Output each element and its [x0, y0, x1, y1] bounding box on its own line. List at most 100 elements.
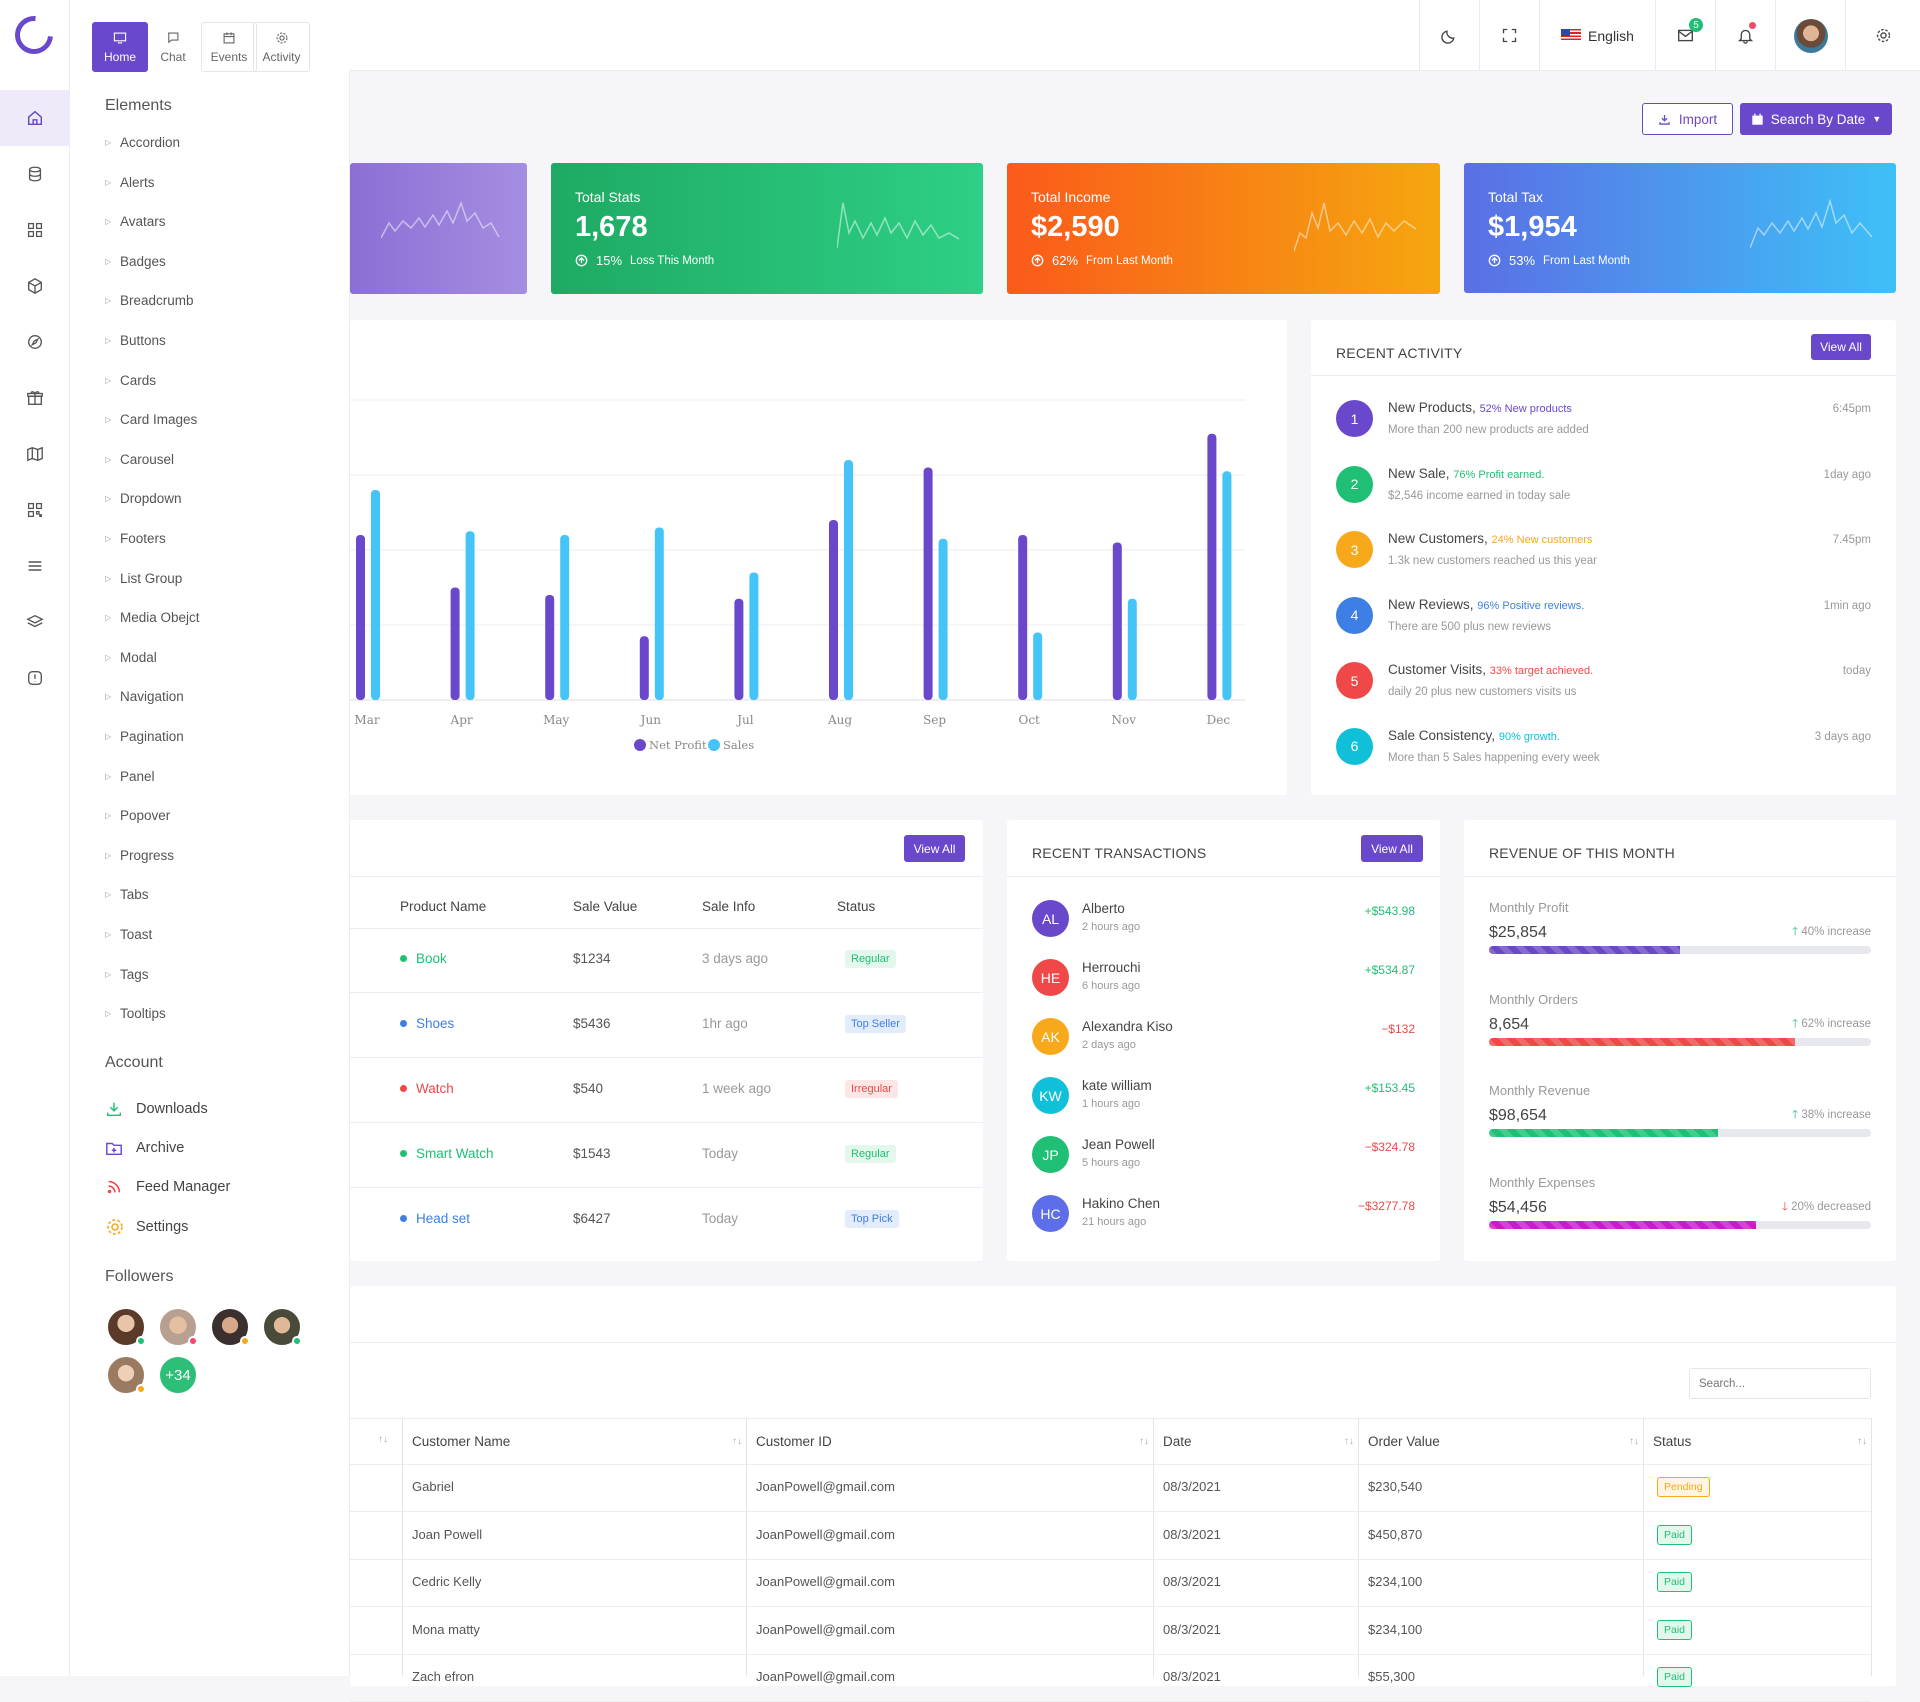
- table-row[interactable]: Joan Powell JoanPowell@gmail.com 08/3/2021…: [350, 1512, 1871, 1560]
- transaction-item[interactable]: HC Hakino Chen 21 hours ago −$3277.78: [1032, 1195, 1415, 1245]
- sidebar-item-popover[interactable]: ▷ Popover: [105, 808, 170, 823]
- sort-icon[interactable]: ↑↓: [378, 1434, 388, 1445]
- activity-item[interactable]: 3 New Customers, 24% New customers 1.3k ne…: [1336, 531, 1871, 581]
- table-row[interactable]: Cedric Kelly JoanPowell@gmail.com 08/3/202…: [350, 1559, 1871, 1607]
- gift-icon[interactable]: [0, 370, 70, 426]
- column-header[interactable]: Sale Info: [702, 899, 756, 914]
- layers-icon[interactable]: [0, 594, 70, 650]
- column-header[interactable]: Customer ID ↑↓: [756, 1418, 1149, 1464]
- alert-icon[interactable]: [0, 650, 70, 706]
- transaction-item[interactable]: KW kate william 1 hours ago +$153.45: [1032, 1077, 1415, 1127]
- sidebar-item-tags[interactable]: ▷ Tags: [105, 967, 149, 982]
- grid-icon[interactable]: [0, 202, 70, 258]
- sidebar-item-badges[interactable]: ▷ Badges: [105, 254, 166, 269]
- product-name[interactable]: Smart Watch: [400, 1146, 494, 1161]
- transaction-item[interactable]: JP Jean Powell 5 hours ago −$324.78: [1032, 1136, 1415, 1186]
- user-avatar[interactable]: [1775, 0, 1845, 71]
- sidebar-item-media-obejct[interactable]: ▷ Media Obejct: [105, 610, 200, 625]
- column-header[interactable]: Customer Name ↑↓: [412, 1418, 742, 1464]
- table-row[interactable]: Gabriel JoanPowell@gmail.com 08/3/2021 $230…: [350, 1464, 1871, 1512]
- activity-item[interactable]: 4 New Reviews, 96% Positive reviews. There…: [1336, 596, 1871, 647]
- product-name[interactable]: Book: [400, 951, 447, 966]
- table-row[interactable]: Zach efron JoanPowell@gmail.com 08/3/2021 $…: [350, 1654, 1871, 1702]
- table-row[interactable]: Head set $6427 Today Top Pick: [350, 1188, 983, 1253]
- table-row[interactable]: Shoes $5436 1hr ago Top Seller: [350, 993, 983, 1058]
- table-row[interactable]: Mona matty JoanPowell@gmail.com 08/3/2021 $…: [350, 1607, 1871, 1655]
- app-logo[interactable]: [7, 8, 61, 62]
- menu-icon[interactable]: [0, 538, 70, 594]
- sidebar-item-footers[interactable]: ▷ Footers: [105, 531, 166, 546]
- home-icon[interactable]: [0, 90, 70, 146]
- activity-item[interactable]: 1 New Products, 52% New products More than…: [1336, 400, 1871, 450]
- search-by-date-button[interactable]: Search By Date ▼: [1740, 103, 1892, 135]
- transaction-item[interactable]: AL Alberto 2 hours ago +$543.98: [1032, 900, 1415, 950]
- sidebar-item-card-images[interactable]: ▷ Card Images: [105, 412, 197, 427]
- tab-events[interactable]: Events: [201, 22, 257, 72]
- table-search-input[interactable]: [1690, 1369, 1870, 1398]
- activity-item[interactable]: 5 Customer Visits, 33% target achieved. da…: [1336, 662, 1871, 712]
- qr-icon[interactable]: [0, 482, 70, 538]
- settings-button[interactable]: [1845, 0, 1920, 71]
- dark-mode-toggle[interactable]: [1419, 0, 1479, 71]
- column-header[interactable]: Sale Value: [573, 899, 638, 914]
- product-name[interactable]: Shoes: [400, 1016, 454, 1031]
- table-row[interactable]: Book $1234 3 days ago Regular: [350, 928, 983, 993]
- database-icon[interactable]: [0, 146, 70, 202]
- tab-activity[interactable]: Activity: [253, 22, 310, 72]
- sidebar-item-accordion[interactable]: ▷ Accordion: [105, 135, 180, 150]
- sidebar-item-cards[interactable]: ▷ Cards: [105, 373, 156, 388]
- activity-item[interactable]: 6 Sale Consistency, 90% growth. More than …: [1336, 727, 1871, 778]
- view-all-button[interactable]: View All: [1361, 835, 1423, 862]
- sidebar-item-carousel[interactable]: ▷ Carousel: [105, 452, 174, 467]
- product-name[interactable]: Watch: [400, 1081, 454, 1096]
- view-all-button[interactable]: View All: [904, 835, 965, 862]
- sidebar-item-modal[interactable]: ▷ Modal: [105, 650, 157, 665]
- sidebar-item-alerts[interactable]: ▷ Alerts: [105, 175, 155, 190]
- tab-home[interactable]: Home: [92, 22, 148, 72]
- box-icon[interactable]: [0, 258, 70, 314]
- sidebar-item-dropdown[interactable]: ▷ Dropdown: [105, 491, 182, 506]
- column-header[interactable]: Product Name: [400, 899, 487, 914]
- sidebar-item-list-group[interactable]: ▷ List Group: [105, 571, 182, 586]
- product-name[interactable]: Head set: [400, 1211, 470, 1226]
- account-item-downloads[interactable]: Downloads: [105, 1100, 208, 1118]
- sidebar-item-navigation[interactable]: ▷ Navigation: [105, 689, 184, 704]
- followers-more-badge[interactable]: +34: [158, 1355, 198, 1395]
- sidebar-item-tabs[interactable]: ▷ Tabs: [105, 887, 149, 902]
- follower-avatar[interactable]: [210, 1307, 250, 1347]
- sidebar-item-progress[interactable]: ▷ Progress: [105, 848, 174, 863]
- account-item-settings[interactable]: Settings: [105, 1217, 188, 1237]
- sidebar-item-pagination[interactable]: ▷ Pagination: [105, 729, 184, 744]
- transaction-item[interactable]: AK Alexandra Kiso 2 days ago −$132: [1032, 1018, 1415, 1068]
- fullscreen-button[interactable]: [1479, 0, 1539, 71]
- map-icon[interactable]: [0, 426, 70, 482]
- transaction-item[interactable]: HE Herrouchi 6 hours ago +$534.87: [1032, 959, 1415, 1009]
- column-header[interactable]: Date ↑↓: [1163, 1418, 1354, 1464]
- mail-button[interactable]: 5: [1655, 0, 1715, 71]
- language-selector[interactable]: English: [1539, 0, 1655, 71]
- follower-avatar[interactable]: [158, 1307, 198, 1347]
- activity-item[interactable]: 2 New Sale, 76% Profit earned. $2,546 inco…: [1336, 465, 1871, 516]
- sidebar-item-avatars[interactable]: ▷ Avatars: [105, 214, 166, 229]
- import-button[interactable]: Import: [1642, 103, 1733, 135]
- sidebar-item-buttons[interactable]: ▷ Buttons: [105, 333, 166, 348]
- follower-avatar[interactable]: [106, 1307, 146, 1347]
- sidebar-item-toast[interactable]: ▷ Toast: [105, 927, 152, 942]
- sidebar-item-breadcrumb[interactable]: ▷ Breadcrumb: [105, 293, 194, 308]
- tab-chat[interactable]: Chat: [145, 22, 201, 72]
- sidebar-item-panel[interactable]: ▷ Panel: [105, 769, 155, 784]
- view-all-button[interactable]: View All: [1811, 334, 1871, 360]
- sidebar-item-tooltips[interactable]: ▷ Tooltips: [105, 1006, 166, 1021]
- column-header[interactable]: Status: [837, 899, 876, 914]
- column-header[interactable]: Status ↑↓: [1653, 1418, 1867, 1464]
- column-header[interactable]: Order Value ↑↓: [1368, 1418, 1639, 1464]
- order-date: 08/3/2021: [1163, 1479, 1221, 1494]
- account-item-feed-manager[interactable]: Feed Manager: [105, 1178, 230, 1196]
- follower-avatar[interactable]: [262, 1307, 302, 1347]
- compass-icon[interactable]: [0, 314, 70, 370]
- table-row[interactable]: Smart Watch $1543 Today Regular: [350, 1123, 983, 1188]
- account-item-archive[interactable]: Archive: [105, 1139, 184, 1157]
- table-row[interactable]: Watch $540 1 week ago Irregular: [350, 1058, 983, 1123]
- notifications-button[interactable]: [1715, 0, 1775, 71]
- follower-avatar[interactable]: [106, 1355, 146, 1395]
